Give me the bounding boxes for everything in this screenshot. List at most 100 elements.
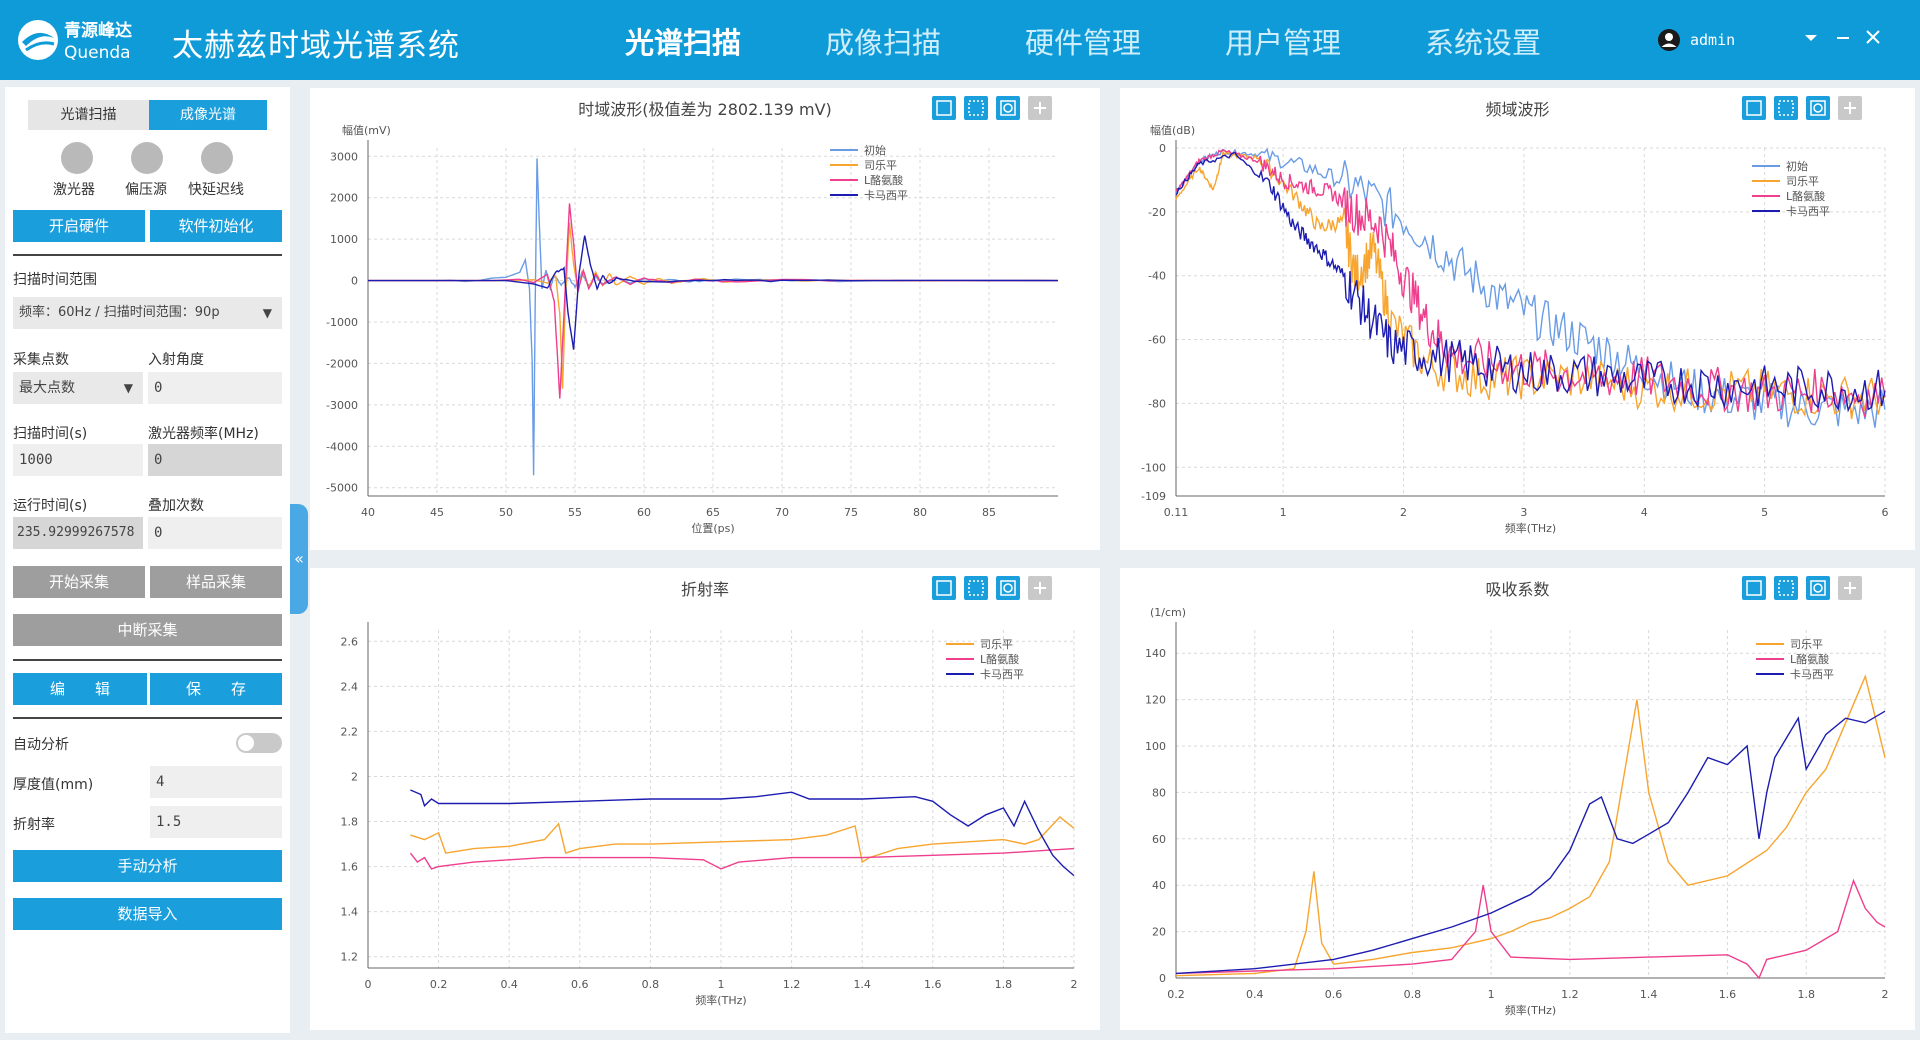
- y-axis-label: 幅值(dB): [1150, 124, 1195, 137]
- reset-zoom-icon[interactable]: [996, 576, 1020, 600]
- x-tick-label: 0.8: [1404, 988, 1422, 1001]
- y-tick-label: -5000: [326, 482, 358, 495]
- y-tick-label: 1.8: [341, 816, 359, 829]
- refractive-index-label: 折射率: [13, 817, 55, 833]
- dropdown-arrow-icon[interactable]: [1798, 24, 1824, 50]
- y-tick-label: -109: [1141, 490, 1166, 503]
- y-tick-label: -60: [1148, 334, 1166, 347]
- frequency-domain-chart[interactable]: 0.11 1 2 3 4 5 6 0 -20 -40 -60 -80 -100 -109 幅值(dB) 频率(…: [1120, 88, 1915, 550]
- box-zoom-icon[interactable]: [964, 96, 988, 120]
- reset-zoom-icon[interactable]: [1806, 576, 1830, 600]
- y-tick-label: -3000: [326, 399, 358, 412]
- open-hardware-button[interactable]: 开启硬件: [13, 210, 145, 242]
- x-tick-label: 0.6: [1325, 988, 1343, 1001]
- legend-label[interactable]: L酪氨酸: [980, 652, 1019, 666]
- user-name[interactable]: admin: [1690, 31, 1736, 49]
- add-icon[interactable]: [1838, 96, 1862, 120]
- y-tick-label: 3000: [330, 150, 358, 163]
- time-domain-chart[interactable]: 40 45 50 55 60 65 70 75 80 85 3000 2000 1000 0 -1000 -2…: [310, 88, 1100, 550]
- legend-label[interactable]: L酪氨酸: [1786, 189, 1825, 203]
- close-icon[interactable]: [1860, 24, 1886, 50]
- tab-spectrum-scan[interactable]: 光谱扫描: [28, 100, 149, 130]
- control-sidebar: 光谱扫描 成像光谱 激光器 偏压源 快延迟线 开启硬件 软件初始化 扫描时间范围…: [5, 87, 290, 1033]
- box-zoom-icon[interactable]: [964, 576, 988, 600]
- box-zoom-icon[interactable]: [1774, 96, 1798, 120]
- y-tick-label: -4000: [326, 440, 358, 453]
- angle-label: 入射角度: [148, 352, 204, 368]
- x-tick-label: 1.6: [924, 978, 942, 991]
- save-image-icon[interactable]: [1742, 96, 1766, 120]
- nav-imaging-scan[interactable]: 成像扫描: [825, 26, 942, 60]
- laser-status-indicator: [61, 142, 93, 174]
- x-tick-label: 65: [706, 506, 720, 519]
- save-image-icon[interactable]: [932, 96, 956, 120]
- box-zoom-icon[interactable]: [1774, 576, 1798, 600]
- legend-label[interactable]: 初始: [1786, 159, 1808, 173]
- manual-analysis-button[interactable]: 手动分析: [13, 850, 282, 882]
- add-icon[interactable]: [1028, 576, 1052, 600]
- thickness-input[interactable]: 4: [150, 766, 282, 798]
- legend-label[interactable]: 卡马西平: [1786, 205, 1830, 218]
- refractive-index-chart[interactable]: 0 0.2 0.4 0.6 0.8 1 1.2 1.4 1.6 1.8 2 2.6 2.4 2.2 2 1.8…: [310, 568, 1100, 1030]
- legend-label[interactable]: L酪氨酸: [864, 173, 903, 187]
- x-tick-label: 80: [913, 506, 927, 519]
- reset-zoom-icon[interactable]: [996, 96, 1020, 120]
- tab-imaging-spectrum[interactable]: 成像光谱: [149, 100, 267, 130]
- abort-acquire-button[interactable]: 中断采集: [13, 614, 282, 646]
- add-icon[interactable]: [1028, 96, 1052, 120]
- collapse-sidebar-button[interactable]: «: [290, 504, 308, 614]
- series-line-卡马西平: [1175, 710, 1886, 975]
- auto-analysis-toggle[interactable]: [236, 733, 282, 753]
- sample-acquire-button[interactable]: 样品采集: [150, 566, 282, 598]
- app-header: 青源峰达 Quenda 太赫兹时域光谱系统 光谱扫描 成像扫描 硬件管理 用户管…: [0, 0, 1920, 80]
- save-image-icon[interactable]: [1742, 576, 1766, 600]
- legend-label[interactable]: 司乐平: [1786, 175, 1819, 188]
- save-button[interactable]: 保 存: [150, 673, 282, 705]
- y-tick-label: 1.6: [341, 861, 359, 874]
- nav-users[interactable]: 用户管理: [1225, 26, 1342, 60]
- delay-line-label: 快延迟线: [188, 182, 244, 198]
- y-tick-label: 1.4: [341, 906, 359, 919]
- reset-zoom-icon[interactable]: [1806, 96, 1830, 120]
- add-icon[interactable]: [1838, 576, 1862, 600]
- series-line-司乐平: [410, 816, 1075, 864]
- scan-range-select[interactable]: 频率：60Hz / 扫描时间范围：90p ▼: [13, 297, 282, 329]
- legend-label[interactable]: 卡马西平: [1790, 668, 1834, 681]
- stack-count-input[interactable]: 0: [148, 517, 282, 549]
- save-image-icon[interactable]: [932, 576, 956, 600]
- legend-label[interactable]: 司乐平: [864, 159, 897, 172]
- double-chevron-left-icon: «: [294, 549, 304, 568]
- nav-settings[interactable]: 系统设置: [1425, 26, 1542, 60]
- user-icon[interactable]: [1657, 28, 1681, 52]
- start-acquire-button[interactable]: 开始采集: [13, 566, 145, 598]
- y-tick-label: 60: [1152, 833, 1166, 846]
- legend-label[interactable]: 卡马西平: [864, 189, 908, 202]
- absorption-chart[interactable]: 0.2 0.4 0.6 0.8 1 1.2 1.4 1.6 1.8 2 140 120 100 80 60 4…: [1120, 568, 1915, 1030]
- bias-label: 偏压源: [125, 182, 167, 198]
- legend-label[interactable]: 卡马西平: [980, 668, 1024, 681]
- x-tick-label: 2: [1071, 978, 1078, 991]
- scan-time-input[interactable]: 1000: [13, 444, 143, 476]
- y-axis-label: 幅值(mV): [342, 124, 391, 137]
- nav-spectrum-scan[interactable]: 光谱扫描: [625, 26, 742, 60]
- legend-label[interactable]: 司乐平: [1790, 638, 1823, 651]
- legend-label[interactable]: L酪氨酸: [1790, 652, 1829, 666]
- refractive-index-input[interactable]: 1.5: [150, 806, 282, 838]
- chart-title: 折射率: [680, 580, 729, 599]
- legend-label[interactable]: 初始: [864, 143, 886, 157]
- bias-status-indicator: [131, 142, 163, 174]
- scan-range-value: 频率：60Hz / 扫描时间范围：90p: [19, 305, 220, 320]
- init-software-button[interactable]: 软件初始化: [150, 210, 282, 242]
- points-select[interactable]: 最大点数 ▼: [13, 372, 143, 404]
- frequency-domain-panel: 频域波形 0.11 1 2 3 4 5 6 0 -20 -40 -60 -80 -100 -109 幅值(d…: [1120, 88, 1915, 550]
- x-tick-label: 1: [1280, 506, 1287, 519]
- x-tick-label: 1.4: [1640, 988, 1658, 1001]
- y-tick-label: 80: [1152, 786, 1166, 799]
- legend-label[interactable]: 司乐平: [980, 638, 1013, 651]
- minimize-icon[interactable]: [1830, 24, 1856, 50]
- nav-hardware[interactable]: 硬件管理: [1025, 26, 1142, 60]
- edit-button[interactable]: 编 辑: [13, 673, 147, 705]
- y-tick-label: -100: [1141, 461, 1166, 474]
- angle-input[interactable]: 0: [148, 372, 282, 404]
- data-import-button[interactable]: 数据导入: [13, 898, 282, 930]
